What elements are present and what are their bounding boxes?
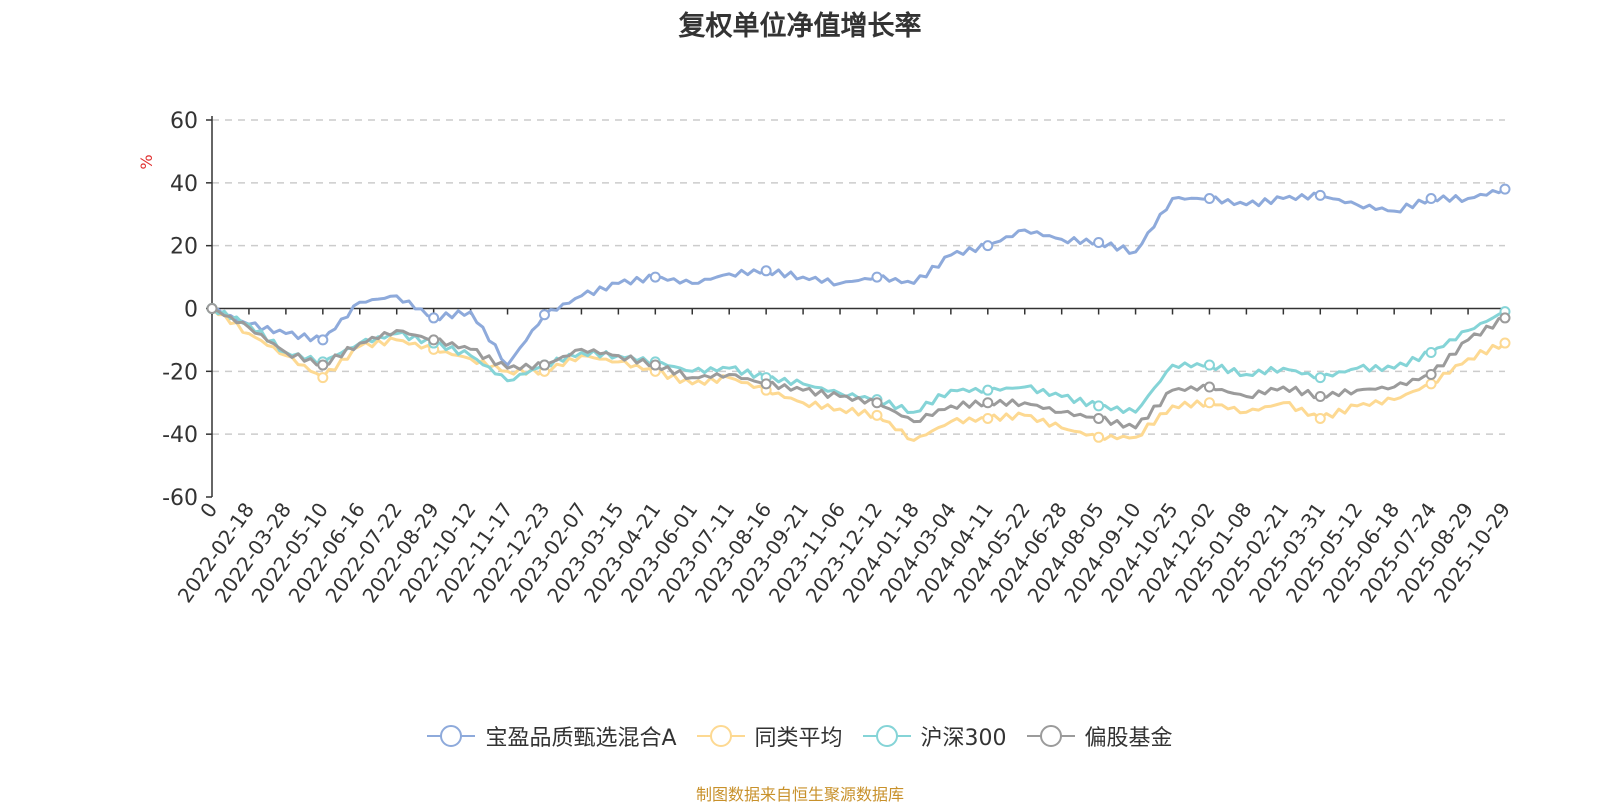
data-point (760, 265, 772, 277)
series-line (211, 187, 1506, 367)
data-point (649, 271, 661, 283)
data-point (871, 409, 883, 421)
data-point (317, 334, 329, 346)
grid-lines (212, 119, 1505, 435)
data-point (871, 271, 883, 283)
legend-item[interactable]: 偏股基金 (1026, 720, 1173, 752)
data-point (317, 372, 329, 384)
data-point (1314, 372, 1326, 384)
data-point (1499, 183, 1511, 195)
source-note: 制图数据来自恒生聚源数据库 (695, 785, 904, 804)
data-point (1314, 390, 1326, 402)
data-point (982, 412, 994, 424)
x-tick-label: 0 (195, 498, 222, 522)
legend-marker-icon (427, 725, 476, 747)
data-point (206, 303, 218, 314)
y-tick-label: 40 (170, 172, 198, 197)
data-point (1203, 359, 1215, 371)
data-point (1093, 431, 1105, 443)
series-1 (206, 303, 1511, 443)
data-point (760, 378, 772, 390)
data-point (1425, 193, 1437, 205)
series-line (210, 307, 1506, 442)
legend-label: 沪深300 (920, 726, 1007, 751)
data-point (1203, 397, 1215, 409)
series-0 (206, 183, 1511, 367)
data-point (1203, 381, 1215, 393)
legend-item[interactable]: 宝盈品质甄选混合A (427, 720, 677, 752)
data-point (871, 397, 883, 409)
data-point (1425, 346, 1437, 358)
series-layer (206, 183, 1511, 443)
data-point (1425, 378, 1437, 390)
legend-item[interactable]: 同类平均 (696, 720, 843, 752)
chart-title: 复权单位净值增长率 (678, 11, 922, 42)
legend-marker-icon (1026, 725, 1075, 747)
data-point (982, 240, 994, 252)
data-point (1093, 412, 1105, 424)
data-point (649, 359, 661, 371)
data-point (538, 309, 550, 321)
data-point (1203, 193, 1215, 205)
y-tick-label: -40 (162, 423, 198, 448)
y-tick-label: -60 (162, 486, 198, 511)
data-point (982, 397, 994, 409)
legend: 宝盈品质甄选混合A 同类平均 沪深300 偏股基金 (0, 720, 1600, 752)
axes: 6040200-20-40-6002022-02-182022-03-28202… (162, 109, 1515, 607)
data-point (428, 312, 440, 324)
y-tick-label: 60 (170, 109, 198, 134)
series-3 (206, 303, 1511, 430)
series-line (211, 307, 1506, 430)
data-point (1425, 368, 1437, 380)
data-point (1314, 412, 1326, 424)
data-point (1093, 237, 1105, 249)
line-chart: 6040200-20-40-6002022-02-182022-03-28202… (137, 109, 1515, 607)
data-point (982, 384, 994, 396)
data-point (538, 359, 550, 371)
y-tick-label: 20 (170, 235, 198, 260)
data-point (1314, 189, 1326, 201)
data-point (428, 334, 440, 346)
legend-label: 偏股基金 (1084, 726, 1173, 751)
y-tick-label: 0 (184, 298, 198, 323)
legend-item[interactable]: 沪深300 (862, 720, 1007, 752)
y-axis-label: % (137, 154, 156, 169)
legend-marker-icon (862, 725, 911, 747)
legend-label: 宝盈品质甄选混合A (485, 726, 677, 751)
legend-label: 同类平均 (754, 726, 843, 751)
data-point (1499, 337, 1511, 349)
legend-marker-icon (696, 725, 745, 747)
y-tick-label: -20 (162, 360, 198, 385)
data-point (1093, 400, 1105, 412)
data-point (317, 359, 329, 371)
data-point (1499, 312, 1511, 324)
